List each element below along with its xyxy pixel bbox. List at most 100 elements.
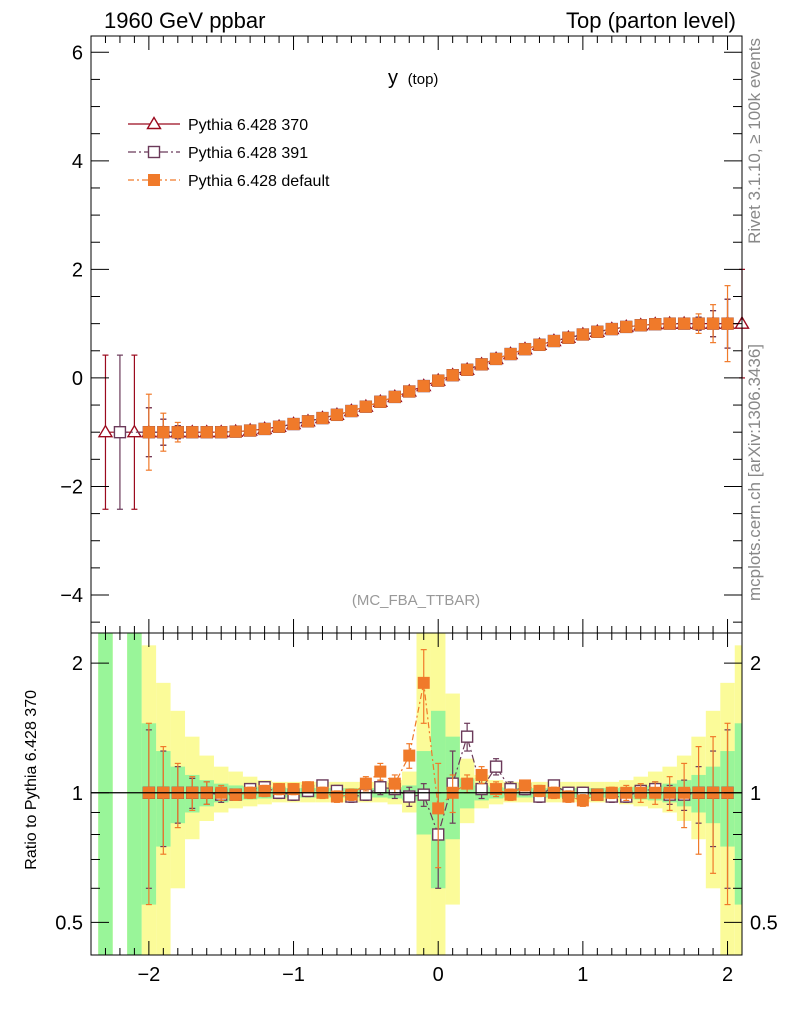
ratio-point xyxy=(403,790,416,803)
main-point xyxy=(126,424,143,438)
ratio-plot-frame xyxy=(90,632,743,956)
main-plot-title: y (top) xyxy=(388,67,438,89)
main-point xyxy=(258,422,271,435)
rivet-label: Rivet 3.1.10, ≥ 100k events xyxy=(745,38,764,244)
ratio-point xyxy=(258,784,271,797)
legend-marker xyxy=(148,174,160,186)
legend-item-1: Pythia 6.428 370 xyxy=(128,116,308,134)
ratio-point xyxy=(330,790,343,803)
main-point xyxy=(287,418,300,431)
ratio-y-tick-label: 0.5 xyxy=(55,912,83,934)
ratio-point xyxy=(432,802,445,815)
main-point xyxy=(721,317,734,330)
main-point xyxy=(388,390,401,403)
ratio-axes: −2 −1 0 1 2 0.5 0.5 1 1 2 2 xyxy=(55,633,778,986)
legend-item-2: Pythia 6.428 391 xyxy=(128,145,308,162)
ratio-point xyxy=(374,765,387,778)
main-point xyxy=(374,395,387,408)
main-point xyxy=(707,317,720,330)
watermark-label: (MC_FBA_TTBAR) xyxy=(352,592,480,609)
main-point xyxy=(113,425,127,439)
main-series-line-1 xyxy=(105,323,742,433)
main-point xyxy=(417,380,430,393)
ratio-y-tick-label-right: 0.5 xyxy=(750,912,778,934)
main-point xyxy=(634,319,647,332)
main-point xyxy=(200,426,213,439)
main-point xyxy=(345,405,358,418)
main-point xyxy=(273,420,286,433)
main-series-line-2 xyxy=(119,323,728,433)
ratio-x-tick-label: 2 xyxy=(722,964,733,986)
ratio-x-tick-label: 1 xyxy=(577,964,588,986)
ratio-point xyxy=(388,777,401,790)
main-point xyxy=(591,325,604,338)
header-left-label: 1960 GeV ppbar xyxy=(104,8,265,33)
main-point xyxy=(142,426,155,439)
ratio-point xyxy=(359,777,372,790)
main-point xyxy=(229,425,242,438)
main-y-tick-label: −2 xyxy=(60,476,83,498)
main-point xyxy=(649,318,662,331)
main-point xyxy=(359,400,372,413)
legend-item-3: Pythia 6.428 default xyxy=(128,173,330,190)
ratio-point xyxy=(519,779,531,792)
main-series-group xyxy=(97,268,750,510)
main-point xyxy=(547,335,560,348)
main-point xyxy=(97,424,114,438)
main-y-tick-label: 6 xyxy=(72,42,83,64)
main-point xyxy=(692,317,705,330)
ratio-y-tick-label-right: 1 xyxy=(750,783,761,805)
main-point xyxy=(461,363,474,376)
ratio-ylabel: Ratio to Pythia 6.428 370 xyxy=(23,690,40,870)
main-point xyxy=(678,317,691,330)
legend: Pythia 6.428 370 Pythia 6.428 391 Pythia 6… xyxy=(128,116,330,190)
main-plot-title-sub: (top) xyxy=(408,71,439,88)
ratio-point xyxy=(591,788,604,801)
main-point xyxy=(446,369,459,382)
legend-marker xyxy=(147,145,161,159)
ratio-band-inner xyxy=(98,633,113,955)
main-point xyxy=(576,328,589,341)
ratio-point xyxy=(475,768,488,781)
main-point xyxy=(562,331,575,344)
ratio-x-tick-label: −1 xyxy=(282,964,305,986)
main-point xyxy=(663,317,676,330)
ratio-point xyxy=(490,783,503,796)
main-point xyxy=(519,343,531,356)
ratio-point xyxy=(489,760,503,773)
main-axes: −4 −2 0 2 4 6 xyxy=(60,36,743,633)
main-point xyxy=(215,426,228,439)
ratio-x-tick-label: 0 xyxy=(433,964,444,986)
ratio-point xyxy=(533,784,546,797)
legend-marker xyxy=(146,116,162,130)
main-y-tick-label: −4 xyxy=(60,585,83,607)
ratio-point xyxy=(461,777,474,790)
main-point xyxy=(171,426,184,439)
main-point xyxy=(244,424,257,437)
ratio-point xyxy=(403,749,416,762)
main-point xyxy=(504,348,517,361)
main-point xyxy=(490,352,503,365)
ratio-point xyxy=(417,788,430,801)
main-point xyxy=(157,426,170,439)
ratio-point xyxy=(504,788,517,801)
main-point xyxy=(186,426,199,439)
ratio-y-tick-label: 1 xyxy=(72,783,83,805)
main-plot-title-main: y xyxy=(388,67,398,89)
main-point xyxy=(330,408,343,421)
main-point xyxy=(605,323,618,336)
main-y-tick-label: 2 xyxy=(72,259,83,281)
main-point xyxy=(316,412,329,425)
ratio-point xyxy=(460,730,474,743)
ratio-point xyxy=(229,788,242,801)
ratio-point xyxy=(345,788,358,801)
main-series-3 xyxy=(142,285,734,471)
mcplots-label: mcplots.cern.ch [arXiv:1306.3436] xyxy=(745,344,764,601)
main-point xyxy=(302,415,314,428)
header-right-label: Top (parton level) xyxy=(566,8,736,33)
ratio-band-inner xyxy=(734,723,742,905)
main-point xyxy=(432,374,445,387)
main-y-tick-label: 0 xyxy=(72,368,83,390)
ratio-band-inner xyxy=(127,633,142,955)
